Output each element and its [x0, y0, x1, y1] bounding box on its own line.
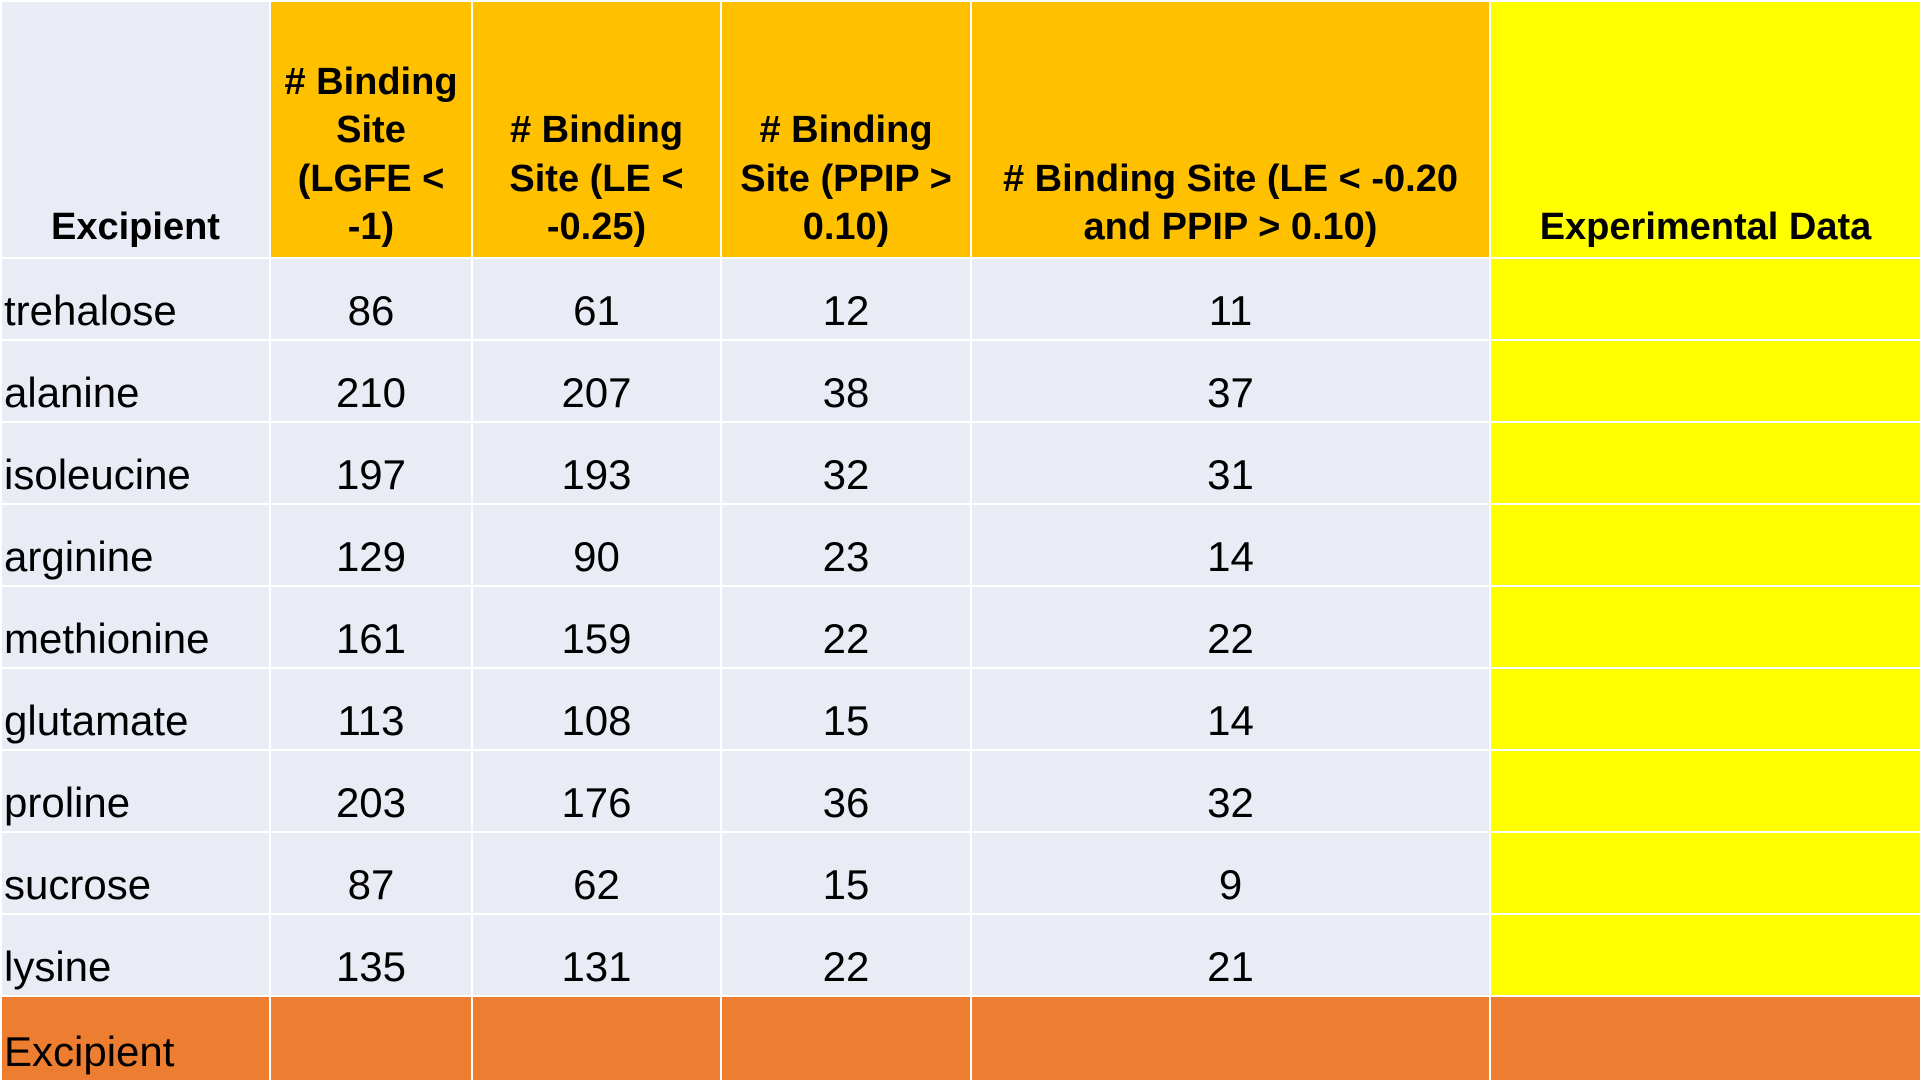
header-cell: # Binding Site (LGFE < -1) [269, 0, 473, 259]
data-row: trehalose 86 61 12 11 [0, 257, 1920, 341]
header-cell: Excipient [0, 0, 271, 259]
footer-cell [471, 995, 722, 1080]
count-cell: 87 [269, 831, 473, 915]
excipient-name: glutamate [0, 667, 271, 751]
count-cell: 86 [269, 257, 473, 341]
experimental-cell [1489, 585, 1920, 669]
experimental-cell [1489, 831, 1920, 915]
count-cell: 197 [269, 421, 473, 505]
count-cell: 22 [720, 585, 972, 669]
experimental-cell [1489, 667, 1920, 751]
experimental-cell [1489, 749, 1920, 833]
count-cell: 203 [269, 749, 473, 833]
data-row: alanine 210 207 38 37 [0, 339, 1920, 423]
count-cell: 9 [970, 831, 1491, 915]
header-row: Excipient # Binding Site (LGFE < -1) # Bin… [0, 0, 1920, 259]
count-cell: 129 [269, 503, 473, 587]
data-row: sucrose 87 62 15 9 [0, 831, 1920, 915]
count-cell: 193 [471, 421, 722, 505]
count-cell: 22 [720, 913, 972, 997]
count-cell: 31 [970, 421, 1491, 505]
header-cell: # Binding Site (LE < -0.25) [471, 0, 722, 259]
data-row: methionine 161 159 22 22 [0, 585, 1920, 669]
data-row: glutamate 113 108 15 14 [0, 667, 1920, 751]
count-cell: 113 [269, 667, 473, 751]
footer-cell [1489, 995, 1920, 1080]
data-row: lysine 135 131 22 21 [0, 913, 1920, 997]
excipient-name: sucrose [0, 831, 271, 915]
count-cell: 90 [471, 503, 722, 587]
count-cell: 11 [970, 257, 1491, 341]
header-cell: Experimental Data [1489, 0, 1920, 259]
excipient-name: lysine [0, 913, 271, 997]
count-cell: 131 [471, 913, 722, 997]
excipient-name: proline [0, 749, 271, 833]
count-cell: 207 [471, 339, 722, 423]
data-row: arginine 129 90 23 14 [0, 503, 1920, 587]
count-cell: 14 [970, 503, 1491, 587]
footer-label: Excipient [0, 995, 271, 1080]
footer-cell [970, 995, 1491, 1080]
count-cell: 22 [970, 585, 1491, 669]
count-cell: 108 [471, 667, 722, 751]
count-cell: 37 [970, 339, 1491, 423]
excipient-name: arginine [0, 503, 271, 587]
data-row: isoleucine 197 193 32 31 [0, 421, 1920, 505]
count-cell: 61 [471, 257, 722, 341]
count-cell: 23 [720, 503, 972, 587]
count-cell: 12 [720, 257, 972, 341]
header-cell: # Binding Site (LE < -0.20 and PPIP > 0.… [970, 0, 1491, 259]
count-cell: 62 [471, 831, 722, 915]
count-cell: 161 [269, 585, 473, 669]
data-row: proline 203 176 36 32 [0, 749, 1920, 833]
footer-row: Excipient [0, 995, 1920, 1080]
count-cell: 14 [970, 667, 1491, 751]
excipient-name: alanine [0, 339, 271, 423]
experimental-cell [1489, 421, 1920, 505]
excipient-name: trehalose [0, 257, 271, 341]
excipient-name: isoleucine [0, 421, 271, 505]
count-cell: 135 [269, 913, 473, 997]
count-cell: 15 [720, 831, 972, 915]
experimental-cell [1489, 257, 1920, 341]
count-cell: 210 [269, 339, 473, 423]
count-cell: 32 [970, 749, 1491, 833]
experimental-cell [1489, 913, 1920, 997]
excipient-name: methionine [0, 585, 271, 669]
count-cell: 38 [720, 339, 972, 423]
footer-cell [269, 995, 473, 1080]
footer-cell [720, 995, 972, 1080]
count-cell: 159 [471, 585, 722, 669]
count-cell: 32 [720, 421, 972, 505]
experimental-cell [1489, 503, 1920, 587]
count-cell: 176 [471, 749, 722, 833]
header-cell: # Binding Site (PPIP > 0.10) [720, 0, 972, 259]
count-cell: 15 [720, 667, 972, 751]
experimental-cell [1489, 339, 1920, 423]
count-cell: 36 [720, 749, 972, 833]
count-cell: 21 [970, 913, 1491, 997]
